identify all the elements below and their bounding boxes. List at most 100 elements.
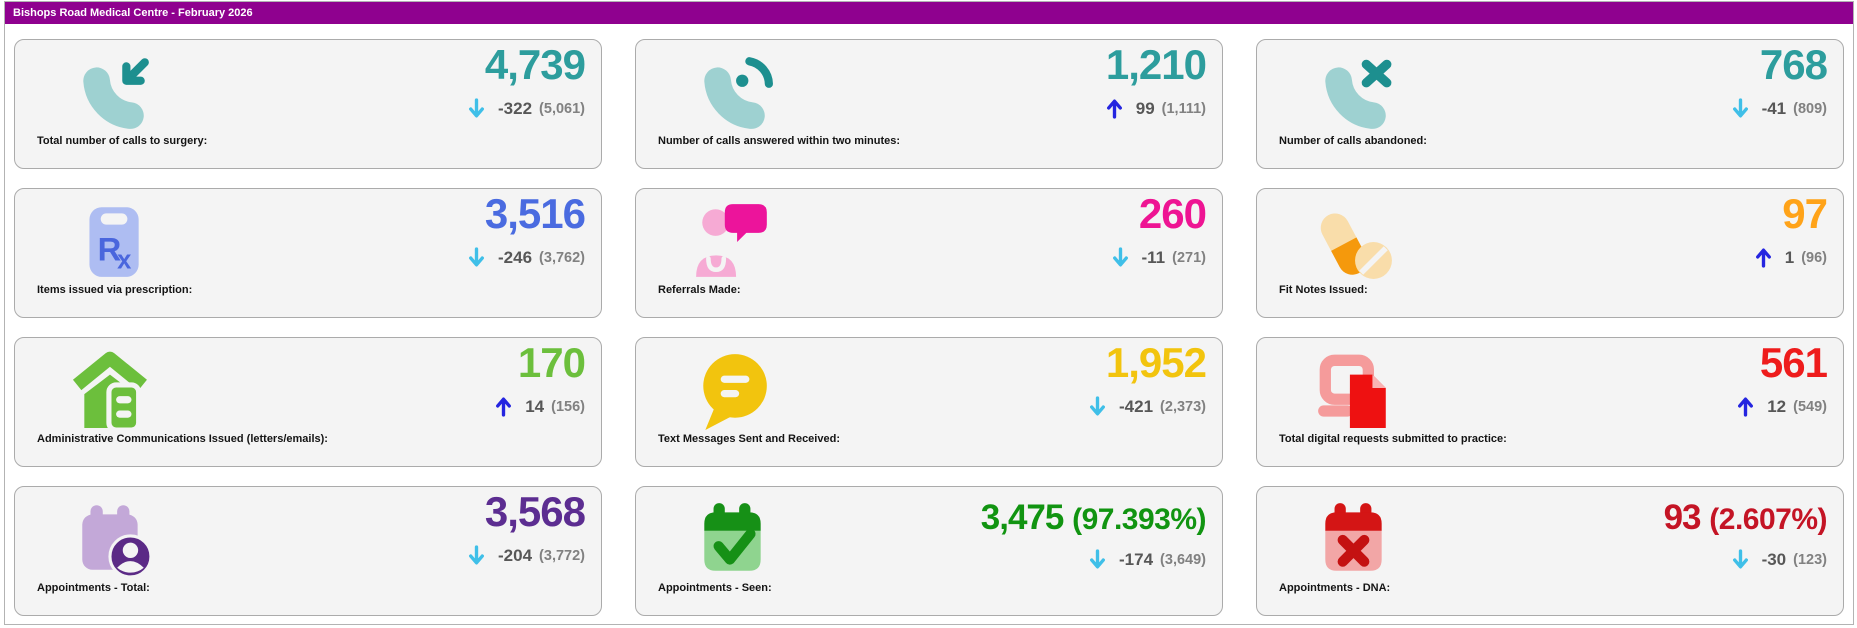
kpi-percentage: (97.393%) [1072,503,1206,536]
change-row: 12 (549) [1737,396,1827,417]
clinician-chat-icon [692,199,774,281]
card-label: Appointments - DNA: [1279,582,1391,594]
change-row: 14 (156) [495,396,585,417]
previous-value: (271) [1172,249,1206,266]
card-calls-abandoned: 768 -41 (809) Number of calls abandoned: [1256,39,1844,169]
change-value: -11 [1141,247,1166,267]
card-digital-requests: 561 12 (549) Total digital requests subm… [1256,337,1844,467]
device-document-icon [1313,348,1395,430]
previous-value: (3,649) [1160,551,1206,568]
cards-grid: 4,739 -322 (5,061) Total number of calls… [5,24,1853,616]
card-referrals-made: 260 -11 (271) Referrals Made: [635,188,1223,318]
calendar-x-icon [1313,497,1395,579]
title-bar: Bishops Road Medical Centre - February 2… [5,2,1853,24]
change-value: 12 [1767,396,1787,416]
change-row: -11 (271) [1112,247,1206,268]
svg-text:x: x [117,247,132,275]
kpi-main-value: 3,475 [980,498,1065,537]
kpi-value: 93 (2.607%) [1663,498,1828,537]
change-value: -30 [1761,549,1787,569]
previous-value: (156) [551,398,585,415]
change-row: -421 (2,373) [1089,396,1206,417]
previous-value: (3,762) [539,249,585,266]
change-value: -421 [1119,396,1154,416]
kpi-value: 3,568 [484,488,586,535]
card-label: Appointments - Total: [37,582,150,594]
card-appointments-total: 3,568 -204 (3,772) Appointments - Total: [14,486,602,616]
down-arrow-icon [469,98,484,118]
page-frame: Bishops Road Medical Centre - February 2… [4,1,1854,625]
down-arrow-icon [1090,396,1105,416]
previous-value: (549) [1793,398,1827,415]
change-value: -174 [1119,549,1154,569]
card-calls-total: 4,739 -322 (5,061) Total number of calls… [14,39,602,169]
change-row: -204 (3,772) [468,545,585,566]
card-label: Total number of calls to surgery: [37,135,208,147]
change-row: 1 (96) [1755,247,1827,268]
change-row: -246 (3,762) [468,247,585,268]
change-value: -322 [498,98,533,118]
page-title: Bishops Road Medical Centre - February 2… [13,7,253,19]
up-arrow-icon [496,397,512,417]
card-fit-notes-issued: 97 1 (96) Fit Notes Issued: [1256,188,1844,318]
svg-text:R: R [98,231,122,268]
card-label: Text Messages Sent and Received: [658,433,840,445]
card-label: Fit Notes Issued: [1279,284,1368,296]
kpi-value: 260 [1138,190,1207,237]
phone-volume-icon [692,50,774,132]
phone-missed-icon [1313,50,1395,132]
kpi-main-value: 93 [1663,498,1702,537]
card-text-messages: 1,952 -421 (2,373) Text Messages Sent an… [635,337,1223,467]
kpi-value: 1,952 [1105,339,1207,386]
card-calls-answered-2min: 1,210 99 (1,111) Number of calls answere… [635,39,1223,169]
card-label: Number of calls abandoned: [1279,135,1427,147]
down-arrow-icon [469,247,484,267]
down-arrow-icon [1732,98,1748,118]
kpi-value: 170 [517,339,586,386]
kpi-value: 1,210 [1105,41,1207,88]
down-arrow-icon [1090,549,1105,569]
previous-value: (5,061) [539,100,585,117]
previous-value: (1,111) [1161,100,1206,117]
change-row: -30 (123) [1732,549,1827,570]
card-appointments-seen: 3,475 (97.393%) -174 (3,649) Appointment… [635,486,1223,616]
card-label: Administrative Communications Issued (le… [37,433,328,445]
kpi-value: 768 [1759,41,1828,88]
previous-value: (3,772) [539,547,585,564]
calendar-user-icon [71,497,153,579]
chat-bubble-icon [692,348,774,430]
change-row: 99 (1,111) [1106,98,1206,119]
kpi-percentage: (2.607%) [1709,503,1827,536]
phone-incoming-icon [71,50,153,132]
card-label: Referrals Made: [658,284,741,296]
up-arrow-icon [1738,397,1754,417]
previous-value: (96) [1801,249,1827,266]
change-value: -246 [498,247,533,267]
down-arrow-icon [1732,549,1748,569]
previous-value: (2,373) [1160,398,1206,415]
change-row: -41 (809) [1732,98,1827,119]
kpi-value: 4,739 [484,41,586,88]
change-row: -174 (3,649) [1089,549,1206,570]
house-letter-icon [71,348,153,433]
card-label: Total digital requests submitted to prac… [1279,433,1507,445]
change-value: 1 [1784,247,1795,267]
down-arrow-icon [1112,247,1128,267]
card-label: Appointments - Seen: [658,582,772,594]
change-value: -204 [498,545,533,565]
pills-icon [1313,199,1395,281]
change-row: -322 (5,061) [468,98,585,119]
card-label: Items issued via prescription: [37,284,193,296]
kpi-value: 561 [1759,339,1828,386]
up-arrow-icon [1755,248,1771,268]
down-arrow-icon [469,545,484,565]
calendar-check-icon [692,497,774,579]
kpi-value: 3,516 [484,190,586,237]
up-arrow-icon [1106,99,1122,119]
kpi-value: 97 [1782,190,1828,237]
kpi-value: 3,475 (97.393%) [980,498,1207,537]
card-appointments-dna: 93 (2.607%) -30 (123) Appointments - DNA… [1256,486,1844,616]
change-value: 14 [525,396,545,416]
